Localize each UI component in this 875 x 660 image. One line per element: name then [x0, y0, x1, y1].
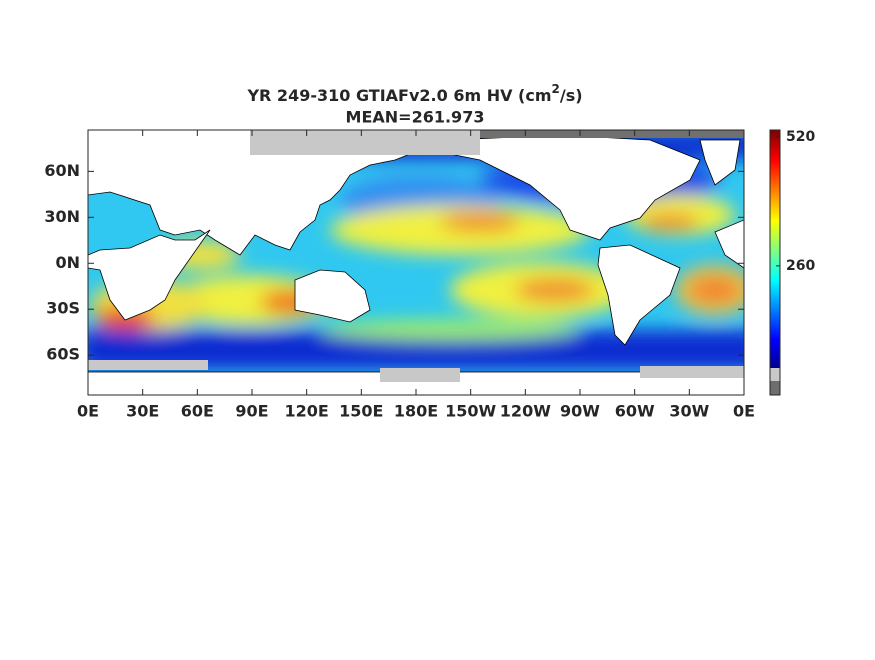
x-tick-label: 0E [733, 402, 755, 421]
chart-title: YR 249-310 GTIAFv2.0 6m HV (cm2/s) [246, 82, 582, 105]
y-tick-label: 0N [55, 253, 80, 272]
colorbar-frame [769, 129, 781, 396]
x-tick-label: 180E [394, 402, 438, 421]
y-tick-label: 30N [44, 207, 80, 226]
title-suffix: /s) [560, 86, 583, 105]
x-tick-label: 90W [560, 402, 600, 421]
x-tick-label: 0E [77, 402, 99, 421]
x-tick-label: 150W [445, 402, 496, 421]
x-tick-label: 30W [669, 402, 709, 421]
colorbar-land [770, 368, 780, 381]
title-superscript: 2 [552, 82, 560, 96]
x-tick-label: 120E [285, 402, 329, 421]
colorbar [770, 130, 780, 368]
y-tick-label: 60N [44, 161, 80, 180]
colorbar-tick-label: 260 [786, 258, 815, 274]
x-tick-label: 150E [339, 402, 383, 421]
x-tick-label: 60E [181, 402, 214, 421]
colorbar-tick-label: 520 [786, 129, 815, 145]
x-tick-label: 60W [615, 402, 655, 421]
map-field [88, 130, 744, 395]
colorbar-ice [770, 381, 780, 395]
y-tick-label: 60S [46, 345, 80, 364]
y-tick-label: 30S [46, 299, 80, 318]
x-tick-label: 30E [126, 402, 159, 421]
x-tick-label: 120W [500, 402, 551, 421]
title-text: YR 249-310 GTIAFv2.0 6m HV (cm [246, 86, 551, 105]
x-tick-label: 90E [235, 402, 268, 421]
subtitle: MEAN=261.973 [346, 108, 485, 127]
